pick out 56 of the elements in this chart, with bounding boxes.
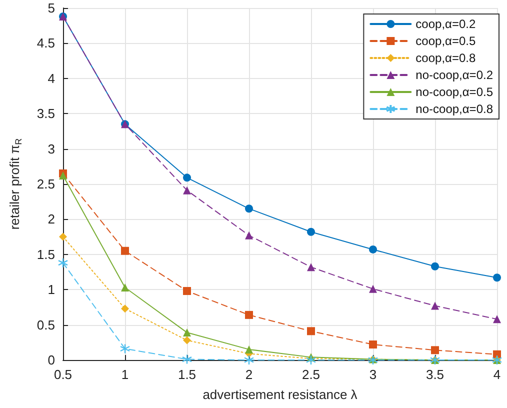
point (245, 204, 253, 213)
point (121, 304, 129, 313)
y-axis-title: retailer profit πR (7, 138, 24, 230)
point (59, 172, 67, 180)
legend-label: no-coop,α=0.8 (416, 102, 494, 116)
legend-label: coop,α=0.5 (416, 34, 476, 48)
point (431, 346, 439, 354)
point (431, 302, 439, 310)
point (121, 283, 129, 292)
point (120, 344, 130, 354)
x-axis-title: advertisement resistance λ (202, 387, 358, 402)
y-tick-label: 4.5 (36, 36, 55, 51)
y-tick-label: 0.5 (36, 317, 55, 332)
point (245, 231, 253, 240)
x-tick-label: 1.5 (178, 367, 196, 382)
x-tick-label: 4 (493, 367, 501, 382)
point (59, 232, 67, 241)
y-tick-label: 4 (48, 70, 55, 86)
y-tick-label: 5 (48, 0, 55, 16)
x-tick-label: 2 (245, 367, 253, 382)
point (307, 263, 315, 272)
point (307, 228, 315, 236)
legend-label: no-coop,α=0.2 (416, 68, 494, 82)
point (369, 245, 377, 254)
point (369, 340, 377, 349)
point (306, 354, 316, 366)
x-tick-label: 2.5 (302, 367, 320, 382)
x-tick-label: 3.5 (426, 367, 444, 382)
point (307, 327, 315, 336)
point (431, 262, 439, 270)
x-tick-label: 1 (121, 367, 129, 382)
legend-label: coop,α=0.8 (416, 51, 476, 65)
y-tick-label: 1 (48, 282, 55, 298)
point (183, 186, 191, 194)
point (493, 315, 501, 324)
point (369, 284, 377, 293)
point (245, 345, 253, 354)
legend-label: coop,α=0.2 (416, 17, 476, 31)
x-tick-label: 3 (369, 367, 377, 382)
point (183, 328, 191, 337)
point (58, 258, 68, 268)
y-tick-label: 2.5 (36, 176, 55, 192)
point (183, 287, 191, 296)
point (121, 246, 129, 255)
y-tick-label: 3.5 (36, 106, 55, 122)
point (245, 310, 253, 319)
y-tick-label: 1.5 (36, 246, 55, 262)
point (182, 354, 192, 364)
legend-label: no-coop,α=0.5 (416, 85, 494, 99)
y-tick-label: 3 (48, 141, 55, 156)
point (183, 174, 191, 182)
y-tick-label: 0 (48, 352, 55, 368)
point (244, 354, 254, 366)
y-tick-label: 2 (48, 212, 55, 227)
point (183, 336, 191, 344)
point (493, 274, 501, 282)
